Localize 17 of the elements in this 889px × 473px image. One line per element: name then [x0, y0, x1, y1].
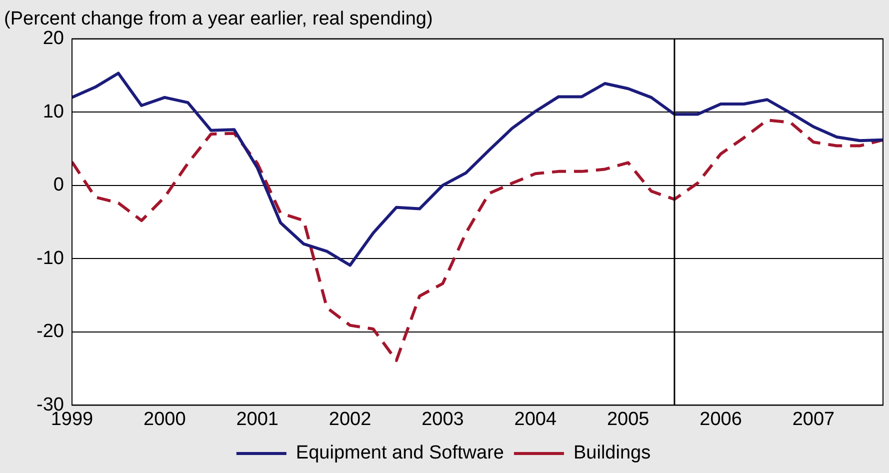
y-tick-label: 0	[53, 174, 64, 196]
y-tick-label: 10	[42, 101, 64, 122]
x-tick-label: 2004	[514, 408, 557, 430]
legend-label: Equipment and Software	[296, 442, 504, 464]
y-tick-label: 20	[42, 28, 64, 50]
line-series	[72, 118, 883, 362]
x-tick-label: 2002	[328, 408, 372, 430]
y-tick-label: -10	[36, 248, 64, 269]
x-tick-label: 2000	[144, 408, 186, 430]
x-tick-label: 2003	[422, 408, 464, 430]
legend-label: Buildings	[573, 442, 651, 464]
y-tick-label: -20	[36, 321, 64, 342]
x-tick-label: 2007	[792, 408, 835, 430]
x-tick-label: 2001	[236, 408, 279, 430]
x-tick-label: 2006	[700, 408, 742, 430]
x-tick-label: 2005	[606, 408, 650, 430]
chart-title: (Percent change from a year earlier, real spending)	[4, 8, 433, 30]
